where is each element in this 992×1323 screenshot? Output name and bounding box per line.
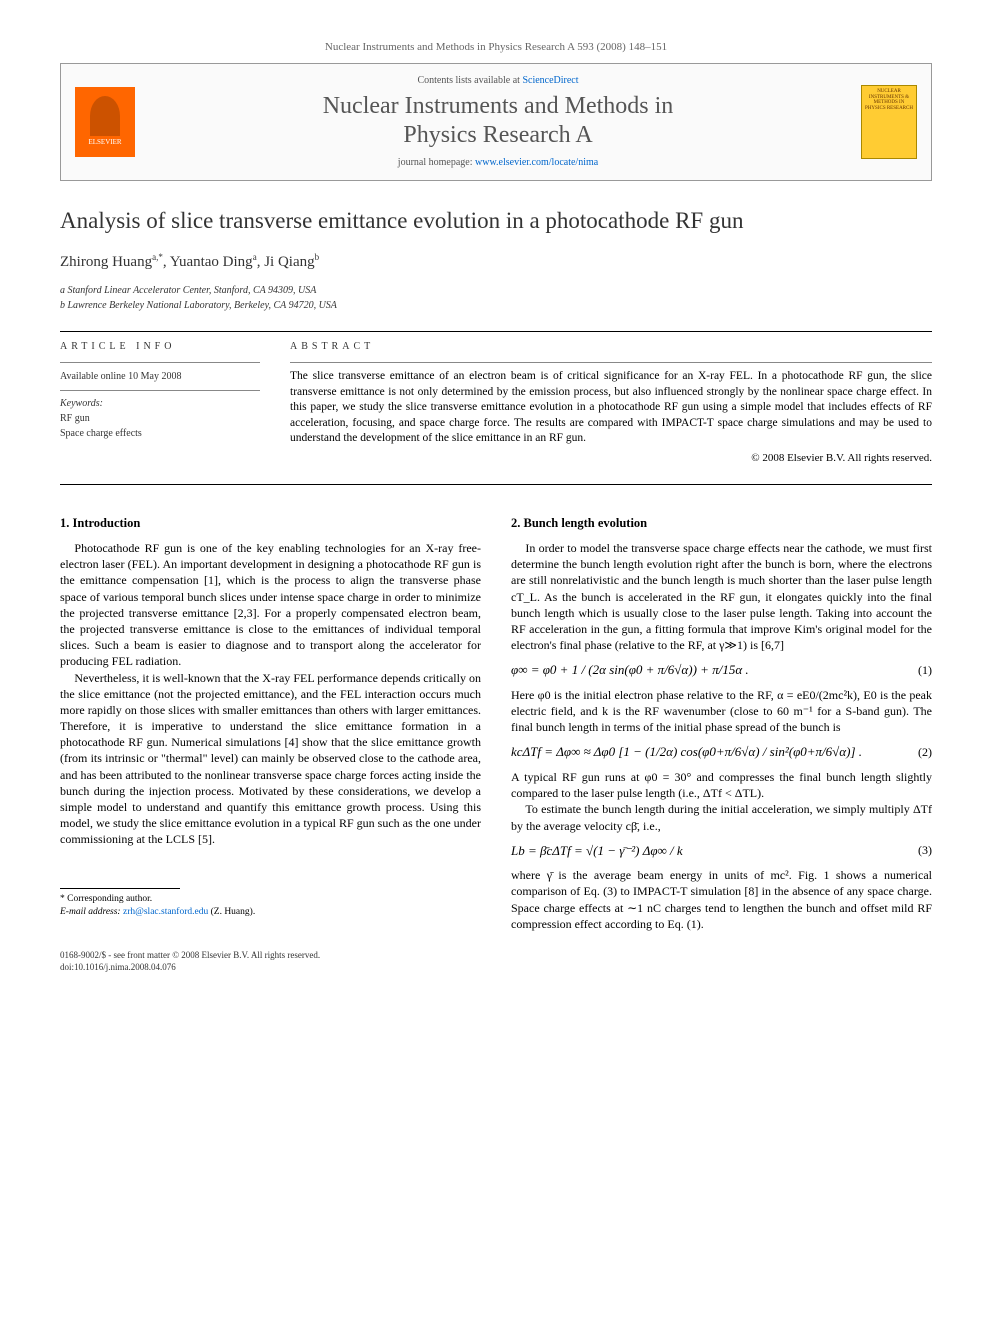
equation-3-number: (3) <box>918 842 932 858</box>
journal-header: ELSEVIER Contents lists available at Sci… <box>60 63 932 181</box>
available-online: Available online 10 May 2008 <box>60 369 260 384</box>
author-3: , Ji Qiang <box>257 254 315 270</box>
elsevier-tree-icon <box>90 96 120 136</box>
author-3-sup: b <box>315 252 320 262</box>
journal-title: Nuclear Instruments and Methods in Physi… <box>149 92 847 150</box>
affiliation-b: b Lawrence Berkeley National Laboratory,… <box>60 298 932 313</box>
author-1: Zhirong Huang <box>60 254 152 270</box>
abstract-copyright: © 2008 Elsevier B.V. All rights reserved… <box>290 451 932 466</box>
contents-prefix: Contents lists available at <box>417 75 522 86</box>
section-2-heading: 2. Bunch length evolution <box>511 515 932 532</box>
author-1-sup: a,* <box>152 252 163 262</box>
equation-2-number: (2) <box>918 744 932 760</box>
divider-bottom <box>60 484 932 485</box>
affiliations: a Stanford Linear Accelerator Center, St… <box>60 283 932 313</box>
homepage-line: journal homepage: www.elsevier.com/locat… <box>149 156 847 170</box>
footer-line-2: doi:10.1016/j.nima.2008.04.076 <box>60 962 932 974</box>
author-2: , Yuantao Ding <box>163 254 253 270</box>
journal-title-line1: Nuclear Instruments and Methods in <box>323 93 674 119</box>
article-info-column: ARTICLE INFO Available online 10 May 200… <box>60 340 260 466</box>
info-abstract-row: ARTICLE INFO Available online 10 May 200… <box>60 340 932 466</box>
abstract-heading: ABSTRACT <box>290 340 932 354</box>
divider-top <box>60 331 932 332</box>
email-link[interactable]: zrh@slac.stanford.edu <box>123 907 208 917</box>
section-2-para-2b: A typical RF gun runs at φ0 = 30° and co… <box>511 769 932 801</box>
footer-line-1: 0168-9002/$ - see front matter © 2008 El… <box>60 950 932 962</box>
journal-cover-thumbnail: NUCLEAR INSTRUMENTS & METHODS IN PHYSICS… <box>861 85 917 159</box>
abstract-text: The slice transverse emittance of an ele… <box>290 369 932 447</box>
article-info-heading: ARTICLE INFO <box>60 340 260 354</box>
info-separator-2 <box>60 390 260 391</box>
header-center: Contents lists available at ScienceDirec… <box>135 74 861 170</box>
corresponding-author: * Corresponding author. E-mail address: … <box>60 893 481 920</box>
keywords-heading: Keywords: <box>60 397 260 411</box>
equation-1: φ∞ = φ0 + 1 / (2α sin(φ0 + π/6√α)) + π/1… <box>511 661 749 679</box>
page-footer: 0168-9002/$ - see front matter © 2008 El… <box>60 950 932 973</box>
sciencedirect-link[interactable]: ScienceDirect <box>522 75 578 86</box>
right-column: 2. Bunch length evolution In order to mo… <box>511 515 932 932</box>
footnote-separator <box>60 888 180 889</box>
equation-2: kcΔTf = Δφ∞ ≈ Δφ0 [1 − (1/2α) cos(φ0+π/6… <box>511 743 862 761</box>
elsevier-logo: ELSEVIER <box>75 87 135 157</box>
homepage-link[interactable]: www.elsevier.com/locate/nima <box>475 157 598 168</box>
equation-1-row: φ∞ = φ0 + 1 / (2α sin(φ0 + π/6√α)) + π/1… <box>511 661 932 679</box>
keyword-1: RF gun <box>60 411 260 426</box>
contents-available-line: Contents lists available at ScienceDirec… <box>149 74 847 88</box>
authors: Zhirong Huanga,*, Yuantao Dinga, Ji Qian… <box>60 251 932 273</box>
journal-title-line2: Physics Research A <box>403 122 592 148</box>
equation-1-number: (1) <box>918 662 932 678</box>
homepage-prefix: journal homepage: <box>398 157 475 168</box>
body-columns: 1. Introduction Photocathode RF gun is o… <box>60 515 932 932</box>
article-title: Analysis of slice transverse emittance e… <box>60 205 932 237</box>
affiliation-a: a Stanford Linear Accelerator Center, St… <box>60 283 932 298</box>
section-2-para-3: To estimate the bunch length during the … <box>511 801 932 833</box>
corresponding-label: * Corresponding author. <box>60 893 481 906</box>
section-1-para-1: Photocathode RF gun is one of the key en… <box>60 540 481 670</box>
elsevier-label: ELSEVIER <box>88 138 121 148</box>
keyword-2: Space charge effects <box>60 426 260 441</box>
section-1-heading: 1. Introduction <box>60 515 481 532</box>
left-column: 1. Introduction Photocathode RF gun is o… <box>60 515 481 932</box>
corresponding-email-line: E-mail address: zrh@slac.stanford.edu (Z… <box>60 906 481 919</box>
section-2-para-4: where γ̄ is the average beam energy in u… <box>511 867 932 932</box>
email-name: (Z. Huang). <box>208 907 255 917</box>
abstract-separator <box>290 362 932 363</box>
section-1-para-2: Nevertheless, it is well-known that the … <box>60 670 481 848</box>
equation-3-row: Lb = β̄cΔTf = √(1 − γ̄⁻²) Δφ∞ / k (3) <box>511 842 932 860</box>
journal-reference: Nuclear Instruments and Methods in Physi… <box>60 40 932 55</box>
equation-3: Lb = β̄cΔTf = √(1 − γ̄⁻²) Δφ∞ / k <box>511 842 683 860</box>
email-label: E-mail address: <box>60 907 123 917</box>
abstract-column: ABSTRACT The slice transverse emittance … <box>290 340 932 466</box>
info-separator-1 <box>60 362 260 363</box>
equation-2-row: kcΔTf = Δφ∞ ≈ Δφ0 [1 − (1/2α) cos(φ0+π/6… <box>511 743 932 761</box>
section-2-para-2a: Here φ0 is the initial electron phase re… <box>511 687 932 736</box>
section-2-para-1: In order to model the transverse space c… <box>511 540 932 653</box>
